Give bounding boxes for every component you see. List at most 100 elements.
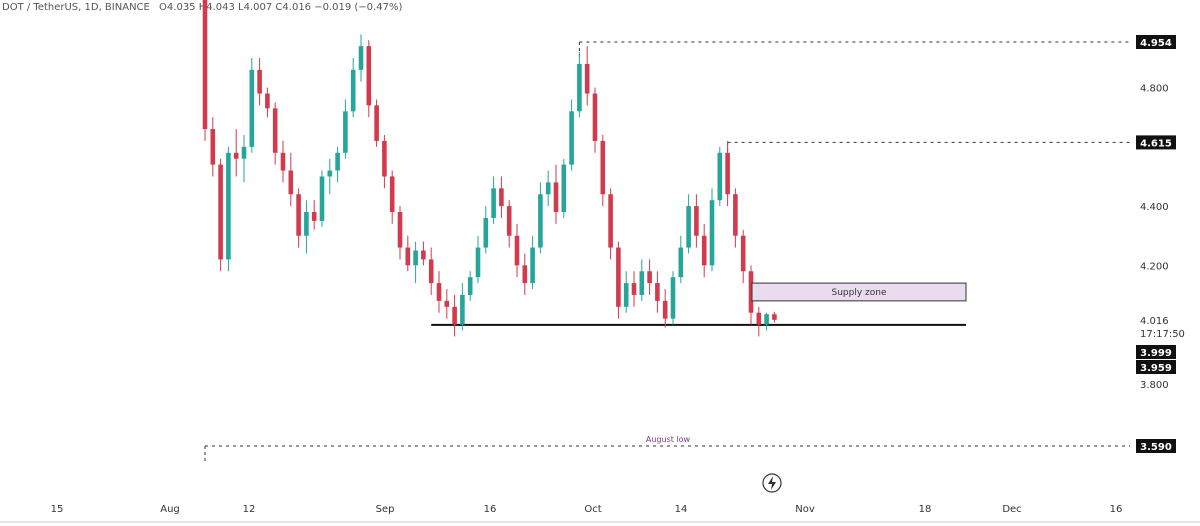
candle-body [272,108,278,153]
august-low-label: August low [646,435,691,444]
candle-body [304,212,309,236]
candle-body [678,247,684,278]
candle-body [623,283,629,307]
lightning-icon[interactable] [762,473,782,493]
candle-body [662,300,668,319]
candle-body [647,271,652,284]
candle-body [545,182,551,195]
candle-body [428,259,434,284]
price-tick-label: 4.400 [1140,202,1169,213]
candles [202,0,777,337]
price-label-text: 4.615 [1140,138,1172,149]
candle-body [709,200,715,266]
time-tick-label: Nov [795,504,815,515]
price-label-box [1136,360,1176,374]
candle-body [631,283,637,295]
candle-body [397,212,403,248]
candle-body [701,235,707,266]
price-axis[interactable]: 5.0004.8004.4004.2004.0163.80017:17:504.… [1136,35,1185,453]
candle-body [460,294,465,325]
candle-body [584,63,590,94]
level-lines: August low [204,41,1130,464]
candle-body [577,63,582,112]
candle-body [756,312,762,325]
candle-body [374,105,379,141]
price-label-box [1136,345,1176,359]
candle-body [358,46,364,70]
candle-body [686,206,691,248]
candle-body [655,283,660,301]
candle-body [639,271,645,295]
candle-body [233,152,239,159]
candle-body [467,277,473,295]
candle-body [335,152,340,171]
candle-body [608,194,613,248]
candle-body [670,277,676,319]
candle-body [452,306,457,325]
candle-body [522,265,528,284]
candle-body [616,247,621,307]
candle-body [343,111,348,153]
time-tick-label: Oct [584,504,601,515]
candle-body [319,176,325,221]
candle-body [288,170,294,195]
price-label-text: 4.954 [1140,38,1172,49]
price-label-box [1136,135,1176,150]
price-tick-label: 3.800 [1140,380,1169,391]
candle-body [475,247,481,278]
candle-body [280,152,286,171]
candle-body [725,152,730,195]
candle-body [483,217,489,248]
candle-body [249,69,255,147]
price-label-text: 3.959 [1140,363,1172,374]
symbol-label: DOT / TetherUS, 1D, BINANCE [2,2,150,13]
candle-body [413,250,418,266]
candle-body [241,146,247,159]
candle-body [553,182,559,213]
candle-body [226,152,231,260]
price-tick-label: 4.016 [1140,316,1169,327]
price-label-text: 3.590 [1140,442,1172,453]
candle-body [257,69,262,94]
candle-body [311,212,317,221]
candle-body [366,46,372,106]
supply-zone-label: Supply zone [831,288,886,298]
candle-body [327,170,333,177]
candle-body [733,194,738,236]
candle-body [405,247,411,266]
price-tick-label: 4.200 [1140,261,1169,272]
price-tick-label: 4.800 [1140,84,1169,95]
candle-body [421,250,426,260]
time-axis[interactable]: 15 Aug 12 Sep 16 Oct 14 Nov 18 Dec 16 [0,504,1200,523]
candle-body [740,235,746,272]
candle-body [506,206,512,236]
time-tick-label: 18 [919,504,932,515]
candle-body [444,300,450,307]
time-tick-label: 16 [484,504,497,515]
candle-body [436,283,442,301]
time-tick-label: 16 [1110,504,1123,515]
candle-body [764,314,769,325]
time-tick-label: Sep [376,504,395,515]
time-tick-label: Dec [1002,504,1021,515]
candle-body [717,152,723,201]
candle-body [202,0,208,130]
candle-body [491,188,496,218]
supply-zone: Supply zone [751,282,967,302]
supply-zone-box [751,282,967,302]
candle-countdown: 17:17:50 [1140,329,1185,340]
candle-body [218,164,223,260]
candle-body [538,194,543,248]
candle-body [389,176,395,213]
candle-body [382,140,387,177]
candle-body [350,69,356,112]
candle-body [210,129,216,165]
price-label-box [1136,35,1176,49]
candle-body [748,271,754,313]
candle-body [499,188,504,207]
candle-body [514,235,520,266]
candle-body [772,314,777,320]
chart-header: DOT / TetherUS, 1D, BINANCE O4.035 H4.04… [2,2,402,13]
candle-body [592,93,598,141]
